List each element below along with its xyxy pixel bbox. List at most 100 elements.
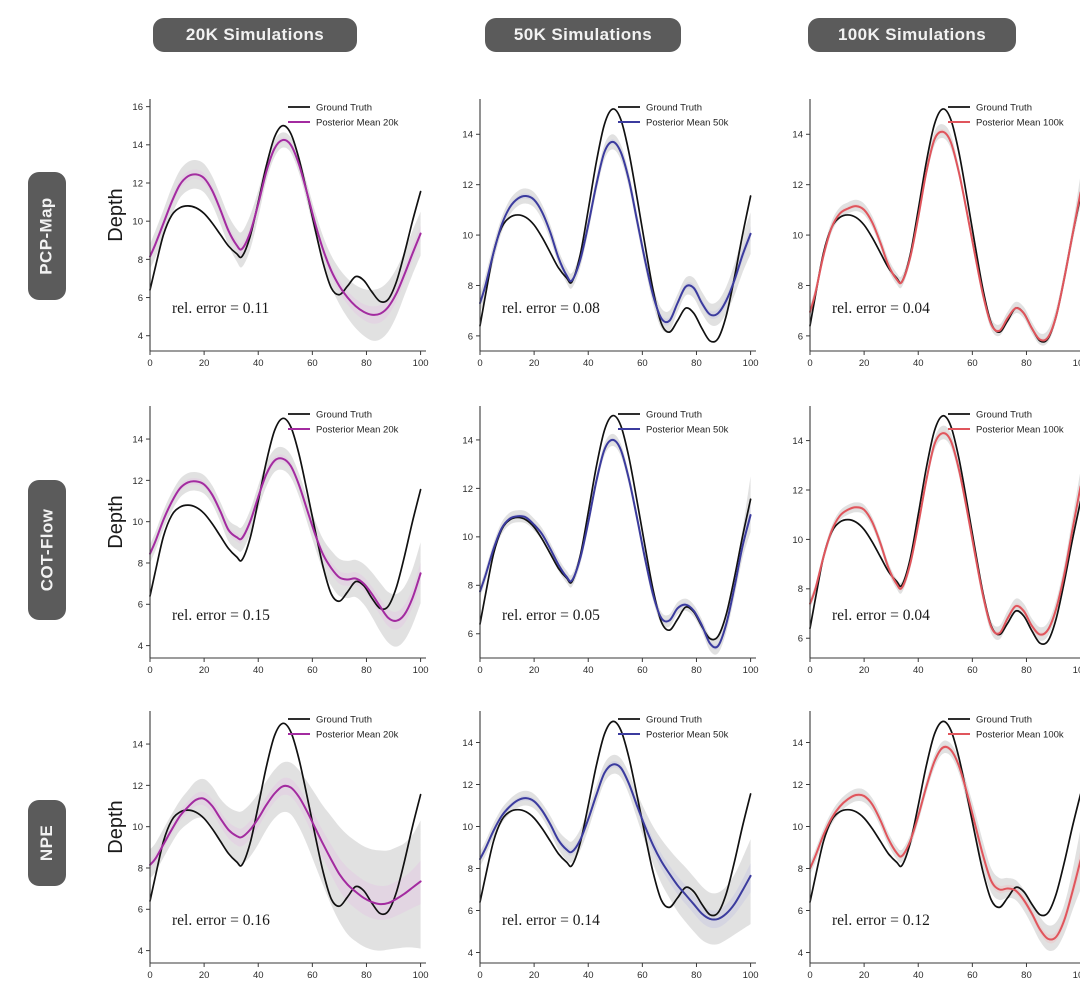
y-tick-label: 4 bbox=[468, 948, 473, 959]
y-tick-label: 12 bbox=[132, 781, 143, 792]
y-tick-label: 8 bbox=[468, 864, 473, 875]
legend-label-posterior-mean: Posterior Mean 50k bbox=[646, 117, 729, 128]
x-tick-label: 40 bbox=[253, 665, 264, 676]
y-tick-label: 8 bbox=[798, 584, 803, 595]
x-tick-label: 100 bbox=[413, 358, 429, 369]
x-tick-label: 0 bbox=[147, 970, 152, 981]
legend-label-ground-truth: Ground Truth bbox=[646, 714, 702, 725]
y-tick-label: 14 bbox=[792, 130, 803, 141]
y-tick-label: 4 bbox=[798, 948, 803, 959]
x-tick-label: 20 bbox=[199, 665, 210, 676]
x-tick-label: 0 bbox=[147, 665, 152, 676]
x-tick-label: 20 bbox=[529, 665, 540, 676]
legend-label-posterior-mean: Posterior Mean 50k bbox=[646, 424, 729, 435]
y-axis-title: Depth bbox=[108, 495, 127, 548]
panel-pcp-map-20k: 4 6 8 10 12 14 16 0 20 40 60 80 100 Depth Ground Truth… bbox=[108, 85, 438, 385]
x-tick-label: 40 bbox=[583, 970, 594, 981]
x-tick-label: 60 bbox=[967, 665, 978, 676]
x-tick-label: 0 bbox=[807, 665, 812, 676]
panel-cot-flow-50k: 6 8 10 12 14 0 20 40 60 80 100 Ground Truth Posterio… bbox=[438, 392, 768, 692]
y-tick-label: 10 bbox=[132, 517, 143, 528]
rel-error-annotation: rel. error = 0.04 bbox=[832, 607, 930, 624]
y-axis-title: Depth bbox=[108, 188, 127, 241]
x-tick-label: 40 bbox=[253, 358, 264, 369]
y-tick-label: 6 bbox=[798, 634, 803, 645]
x-tick-label: 0 bbox=[807, 358, 812, 369]
x-tick-label: 80 bbox=[1021, 970, 1032, 981]
ground-truth-curve bbox=[149, 722, 422, 916]
uncertainty-band-gray bbox=[810, 740, 1080, 952]
y-tick-label: 4 bbox=[138, 946, 143, 957]
y-tick-label: 10 bbox=[462, 230, 473, 241]
rel-error-annotation: rel. error = 0.04 bbox=[832, 300, 930, 317]
x-tick-label: 40 bbox=[583, 358, 594, 369]
x-tick-label: 100 bbox=[413, 665, 429, 676]
x-tick-label: 100 bbox=[743, 665, 759, 676]
rel-error-annotation: rel. error = 0.15 bbox=[172, 607, 270, 624]
uncertainty-band-gray bbox=[150, 446, 421, 647]
legend-label-ground-truth: Ground Truth bbox=[976, 409, 1032, 420]
x-tick-label: 40 bbox=[583, 665, 594, 676]
column-header-row: 20K Simulations 50K Simulations 100K Sim… bbox=[0, 18, 1080, 64]
y-tick-label: 14 bbox=[792, 436, 803, 447]
x-tick-label: 60 bbox=[637, 665, 648, 676]
legend-label-ground-truth: Ground Truth bbox=[646, 409, 702, 420]
y-tick-label: 16 bbox=[132, 102, 143, 113]
y-tick-label: 14 bbox=[792, 738, 803, 749]
column-header-20k: 20K Simulations bbox=[153, 18, 357, 52]
y-tick-label: 14 bbox=[462, 738, 473, 749]
y-tick-label: 10 bbox=[462, 822, 473, 833]
panel-cot-flow-20k: 4 6 8 10 12 14 0 20 40 60 80 100 Depth Ground Truth Po… bbox=[108, 392, 438, 692]
panel-pcp-map-50k: 6 8 10 12 14 0 20 40 60 80 100 Ground Truth Posterio… bbox=[438, 85, 768, 385]
y-tick-label: 6 bbox=[138, 600, 143, 611]
x-tick-label: 80 bbox=[691, 358, 702, 369]
y-tick-label: 4 bbox=[138, 641, 143, 652]
y-tick-label: 6 bbox=[468, 331, 473, 342]
x-tick-label: 100 bbox=[1073, 970, 1080, 981]
y-tick-label: 8 bbox=[138, 558, 143, 569]
y-tick-label: 12 bbox=[462, 180, 473, 191]
x-tick-label: 60 bbox=[637, 358, 648, 369]
y-tick-label: 14 bbox=[132, 140, 143, 151]
x-tick-label: 80 bbox=[1021, 665, 1032, 676]
uncertainty-band-color bbox=[150, 137, 421, 324]
y-tick-label: 12 bbox=[132, 178, 143, 189]
rel-error-annotation: rel. error = 0.16 bbox=[172, 912, 270, 929]
x-tick-label: 80 bbox=[691, 970, 702, 981]
x-tick-label: 40 bbox=[913, 970, 924, 981]
posterior-mean-curve bbox=[809, 745, 1080, 941]
row-label-cot-flow: COT-Flow bbox=[28, 480, 66, 620]
x-tick-label: 20 bbox=[199, 970, 210, 981]
ground-truth-curve bbox=[479, 720, 752, 917]
y-tick-label: 4 bbox=[138, 331, 143, 342]
x-tick-label: 60 bbox=[307, 970, 318, 981]
column-header-50k: 50K Simulations bbox=[485, 18, 681, 52]
x-tick-label: 80 bbox=[1021, 358, 1032, 369]
ground-truth-curve bbox=[809, 720, 1080, 917]
uncertainty-band-color bbox=[810, 430, 1080, 637]
posterior-mean-curve bbox=[479, 763, 752, 921]
x-tick-label: 0 bbox=[147, 358, 152, 369]
legend-label-ground-truth: Ground Truth bbox=[646, 102, 702, 113]
legend-label-posterior-mean: Posterior Mean 100k bbox=[976, 117, 1064, 128]
x-tick-label: 0 bbox=[477, 665, 482, 676]
uncertainty-band-gray bbox=[480, 433, 751, 655]
posterior-mean-curve bbox=[809, 432, 1080, 636]
x-tick-label: 60 bbox=[307, 358, 318, 369]
x-tick-label: 100 bbox=[1073, 665, 1080, 676]
x-tick-label: 20 bbox=[859, 970, 870, 981]
y-tick-label: 12 bbox=[792, 780, 803, 791]
panel-npe-50k: 4 6 8 10 12 14 0 20 40 60 80 100 Ground Truth Posteri… bbox=[438, 697, 768, 997]
uncertainty-band-gray bbox=[150, 132, 421, 341]
y-tick-label: 10 bbox=[132, 217, 143, 228]
x-tick-label: 100 bbox=[743, 970, 759, 981]
x-tick-label: 60 bbox=[637, 970, 648, 981]
uncertainty-band-color bbox=[480, 139, 751, 326]
panel-cot-flow-100k: 6 8 10 12 14 0 20 40 60 80 100 Ground Truth Posterio… bbox=[768, 392, 1080, 692]
legend-label-ground-truth: Ground Truth bbox=[316, 409, 372, 420]
x-tick-label: 20 bbox=[859, 665, 870, 676]
uncertainty-band-color bbox=[150, 454, 421, 630]
rel-error-annotation: rel. error = 0.08 bbox=[502, 300, 600, 317]
y-tick-label: 10 bbox=[132, 822, 143, 833]
